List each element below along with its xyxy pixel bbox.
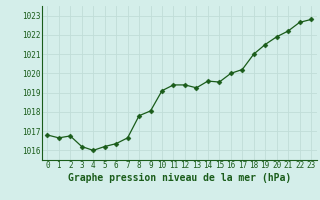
X-axis label: Graphe pression niveau de la mer (hPa): Graphe pression niveau de la mer (hPa) [68,173,291,183]
